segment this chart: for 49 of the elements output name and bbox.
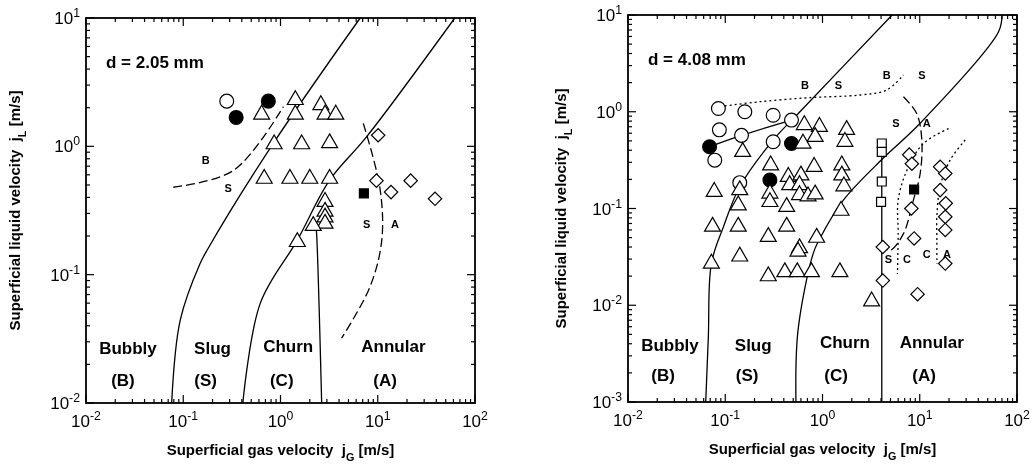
x-tick-label: 10$^{2}$ <box>462 409 489 431</box>
y-tick-label: 10$^{0}$ <box>596 99 623 122</box>
annotation: S <box>224 182 232 195</box>
annotation: (B) <box>651 366 675 386</box>
annotation: Bubbly <box>641 335 700 355</box>
annotation: A <box>390 217 399 230</box>
annotation: (A) <box>373 371 397 391</box>
y-tick-label: 10$^{-2}$ <box>592 293 623 316</box>
annotation: (C) <box>824 366 848 386</box>
annotation: B <box>201 154 210 167</box>
annotation: S <box>918 68 926 81</box>
annotation: C <box>922 247 931 260</box>
annotation: Churn <box>263 336 314 356</box>
annotation: B <box>800 79 809 91</box>
x-tick-label: 10$^{-1}$ <box>710 408 741 430</box>
annotation: A <box>942 247 951 260</box>
annotation: A <box>922 117 931 130</box>
annotation: C <box>903 253 912 266</box>
y-tick-label: 10$^{-1}$ <box>592 196 623 219</box>
annotation: S <box>834 79 843 91</box>
annotation: (C) <box>269 371 294 391</box>
y-tick-label: 10$^{1}$ <box>596 3 623 25</box>
annotation: (S) <box>735 366 759 386</box>
x-tick-label: 10$^{-1}$ <box>168 409 199 431</box>
annotation: S <box>884 253 893 266</box>
y-tick-label: 10$^{-1}$ <box>50 262 81 285</box>
x-tick-label: 10$^{2}$ <box>1004 408 1031 430</box>
annotation: Churn <box>819 332 870 352</box>
annotation: B <box>882 68 891 81</box>
x-tick-label: 10$^{1}$ <box>364 409 391 431</box>
x-tick-label: 10$^{0}$ <box>267 409 294 431</box>
annotation: S <box>892 117 900 130</box>
annotation: Slug <box>194 338 231 358</box>
x-axis-title: Superficial gas velocity j$_{G}$ [m/s] <box>166 441 395 463</box>
x-tick-label: 10$^{1}$ <box>906 408 933 430</box>
annotation: S <box>363 217 371 230</box>
annotation: Slug <box>734 335 772 355</box>
annotation: Annular <box>361 336 426 356</box>
y-tick-label: 10$^{1}$ <box>54 6 81 28</box>
annotation: Bubbly <box>99 338 158 358</box>
annotation: (S) <box>194 371 217 391</box>
annotation: (B) <box>111 371 135 391</box>
annotation: (A) <box>912 366 936 386</box>
y-tick-label: 10$^{0}$ <box>54 134 81 157</box>
annotation: Annular <box>899 332 965 352</box>
annotation: d = 2.05 mm <box>106 53 204 72</box>
x-axis-title: Superficial gas velocity j$_{G}$ [m/s] <box>708 440 937 462</box>
x-tick-label: 10$^{0}$ <box>809 408 836 430</box>
annotation: d = 4.08 mm <box>648 50 746 69</box>
